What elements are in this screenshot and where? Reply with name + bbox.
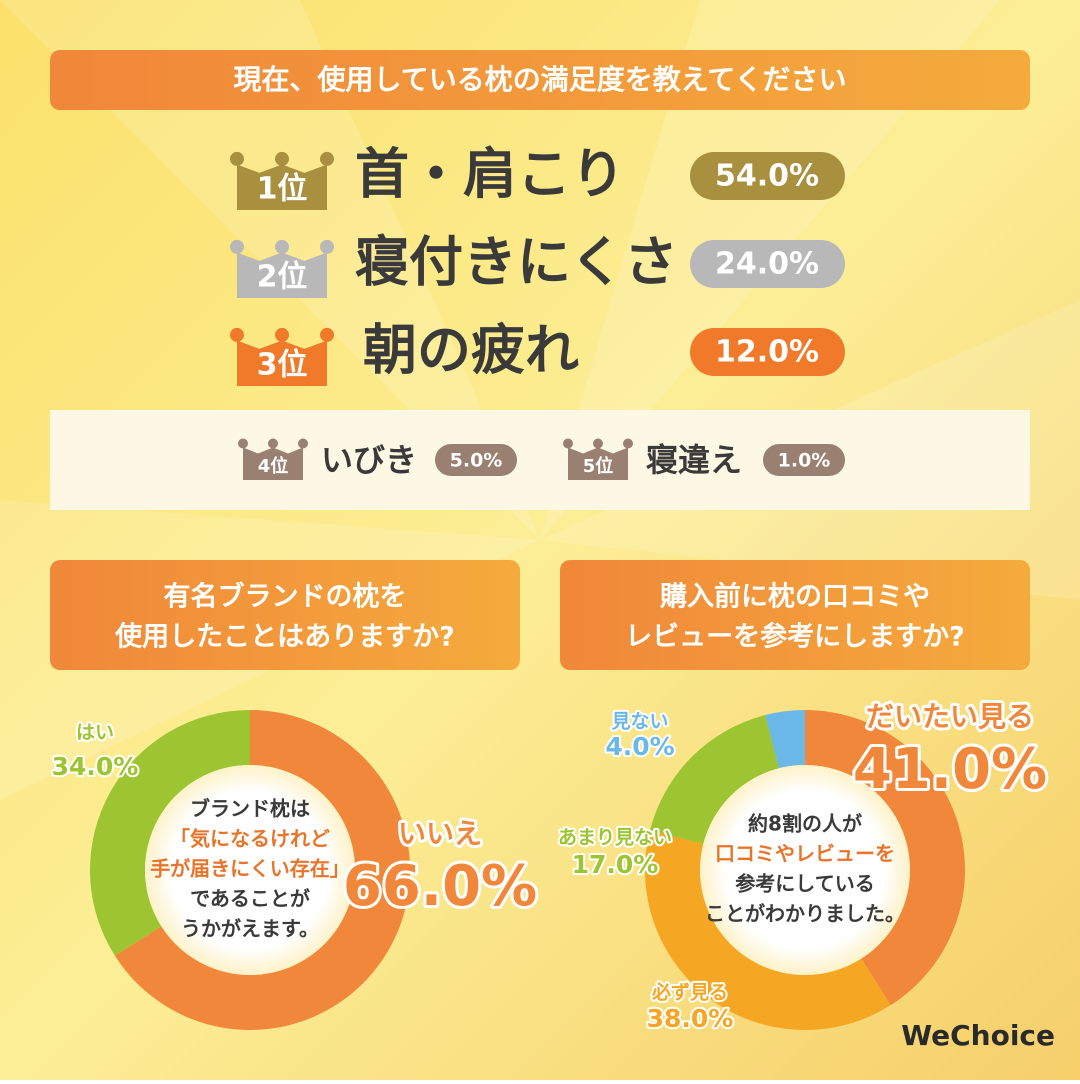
center-text: 約8割の人が [748,812,862,836]
donut-slice [805,710,966,1006]
value: 54.0% [715,159,819,194]
rank: 5位 [583,455,614,477]
crown-jewel [238,438,248,449]
question: 使用したことはありますか? [114,622,455,653]
slice-value: 41.0% [853,737,1047,802]
header-title: 現在、使用している枕の満足度を教えてください [234,63,847,96]
crown-jewel [298,438,308,449]
crown-jewel [230,239,244,254]
rank: 1位 [257,172,308,207]
value-pill [690,152,845,200]
crown [243,447,303,480]
slice-value: 66.0% [343,854,537,919]
value: 24.0% [715,247,819,282]
crown-jewel [268,438,278,449]
slice-value: 34.0% [52,752,139,781]
value-pill [690,328,845,376]
rank: 4位 [258,455,289,477]
question: レビューを参考にしますか? [625,621,965,653]
crown [568,447,628,480]
crown-jewel [593,438,603,449]
donut-slice [644,830,891,1031]
slice-label: 必ず見る [651,981,728,1004]
rank-label: 寝付きにくさ [355,231,678,294]
crown-jewel [320,239,334,254]
center-text: 「気になるけれど [170,827,330,851]
question: 購入前に枕の口コミや [660,581,930,613]
crown-jewel [320,327,334,342]
center-text: ことがわかりました。 [705,902,905,926]
crown-jewel [563,438,573,449]
others-panel [50,410,1030,510]
center-text: 手が届きにくい存在」 [150,857,350,881]
slice-label: はい [76,722,114,744]
rank-label: いびき [321,441,417,479]
value: 5.0% [450,450,503,472]
slice-value: 38.0% [647,1004,734,1033]
rank-label: 朝の疲れ [363,319,579,382]
donut-slice [765,710,805,769]
rank: 2位 [257,260,308,295]
slice-value: 17.0% [572,850,659,879]
donut-slice [114,710,410,1030]
crown-jewel [275,239,289,254]
rank: 3位 [257,348,308,383]
center-text: ブランド枕は [190,797,310,821]
center-text: うかがえます。 [181,917,319,941]
value-pill [763,444,845,476]
donut-slice [650,715,779,844]
crown [237,164,327,210]
rank-label: 寝違え [646,441,742,479]
slice-label: 見ない [611,711,668,733]
crown-jewel [320,151,334,166]
donut-hole [700,765,910,975]
crown [237,340,327,386]
crown-jewel [275,327,289,342]
crown-jewel [275,151,289,166]
question-box [50,560,520,670]
header-banner [50,50,1030,110]
value-pill [690,240,845,288]
center-text: 口コミやレビューを [715,842,895,866]
crown-jewel [230,151,244,166]
center-text: 参考にしている [735,872,874,896]
donut-slice [89,710,250,956]
crown [237,252,327,298]
rank-label: 首・肩こり [355,143,625,206]
value: 1.0% [778,450,831,472]
slice-label: だいたい見る [866,700,1034,733]
center-text: であることが [190,887,310,911]
logo: WeChoice [901,1019,1055,1052]
question-box [560,560,1030,670]
slice-label: あまり見ない [558,827,672,849]
value: 12.0% [715,335,819,370]
slice-value: 4.0% [605,732,674,761]
donut-hole [145,765,355,975]
value-pill [435,444,517,476]
slice-label: いいえ [398,817,482,850]
question: 有名ブランドの枕を [164,581,407,613]
crown-jewel [230,327,244,342]
crown-jewel [623,438,633,449]
